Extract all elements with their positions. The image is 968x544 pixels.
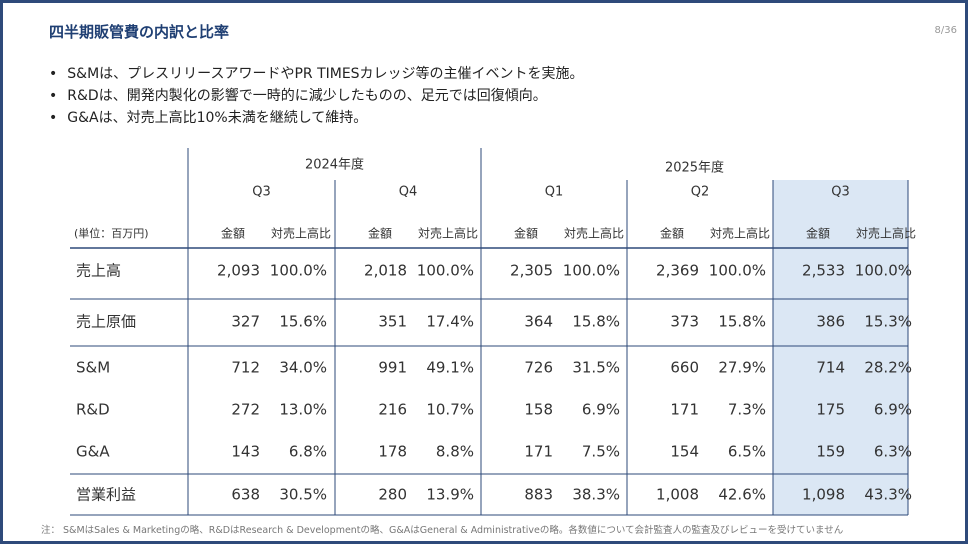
ratio: 10.7% — [426, 401, 474, 419]
ratio: 49.1% — [426, 359, 474, 377]
col-label: 金額 — [514, 226, 538, 241]
ratio: 100.0% — [709, 262, 766, 280]
ratio: 28.2% — [864, 359, 912, 377]
row-label: S&M — [76, 359, 110, 377]
bullet: G&Aは、対売上高比10%未満を継続して維持。 — [49, 107, 584, 129]
col-label: 金額 — [660, 226, 684, 241]
amount: 1,008 — [656, 486, 699, 504]
amount: 883 — [524, 486, 553, 504]
unit-label: (単位：百万円) — [74, 226, 149, 240]
ratio: 42.6% — [718, 486, 766, 504]
ratio: 13.0% — [279, 401, 327, 419]
amount: 712 — [231, 359, 260, 377]
amount: 638 — [231, 486, 260, 504]
quarter-header: Q3 — [252, 185, 271, 200]
ratio: 15.6% — [279, 313, 327, 331]
amount: 171 — [670, 401, 699, 419]
ratio: 6.9% — [874, 401, 912, 419]
amount: 2,305 — [510, 262, 553, 280]
amount: 991 — [378, 359, 407, 377]
ratio: 8.8% — [436, 443, 474, 461]
ratio: 100.0% — [417, 262, 474, 280]
col-label: 対売上高比 — [418, 226, 478, 241]
footnote: 注： S&MはSales & Marketingの略、R&DはResearch … — [41, 525, 844, 536]
amount: 660 — [670, 359, 699, 377]
ratio: 13.9% — [426, 486, 474, 504]
amount: 2,533 — [802, 262, 845, 280]
amount: 216 — [378, 401, 407, 419]
col-label: 対売上高比 — [856, 226, 916, 241]
quarter-header: Q2 — [691, 185, 710, 200]
ratio: 38.3% — [572, 486, 620, 504]
bullet: R&Dは、開発内製化の影響で一時的に減少したものの、足元では回復傾向。 — [49, 85, 584, 107]
ratio: 7.5% — [582, 443, 620, 461]
amount: 171 — [524, 443, 553, 461]
bullet: S&Mは、プレスリリースアワードやPR TIMESカレッジ等の主催イベントを実施… — [49, 63, 583, 85]
col-label: 対売上高比 — [710, 226, 770, 241]
table: 2024年度 2025年度 Q3 金額 対売上高比 Q4 金額 対売上高比 Q1 金額 対売上高比 Q… — [70, 148, 916, 516]
amount: 178 — [378, 443, 407, 461]
quarter-header: Q3 — [831, 185, 850, 200]
amount: 272 — [231, 401, 260, 419]
quarter-header: Q4 — [399, 185, 418, 200]
col-label: 金額 — [221, 226, 245, 241]
row-label: 営業利益 — [76, 486, 136, 504]
row-label: R&D — [76, 401, 110, 419]
ratio: 30.5% — [279, 486, 327, 504]
row-label: 売上原価 — [76, 313, 136, 331]
quarter-header: Q1 — [545, 185, 564, 200]
amount: 143 — [231, 443, 260, 461]
title: 四半期販管費の内訳と比率 — [49, 23, 230, 41]
year-header: 2024年度 — [305, 157, 364, 173]
col-label: 対売上高比 — [271, 226, 331, 241]
ratio: 6.8% — [289, 443, 327, 461]
ratio: 43.3% — [864, 486, 912, 504]
highlight — [773, 180, 908, 515]
ratio: 15.8% — [718, 313, 766, 331]
amount: 364 — [524, 313, 553, 331]
row-label: G&A — [76, 443, 110, 461]
ratio: 27.9% — [718, 359, 766, 377]
amount: 714 — [816, 359, 845, 377]
col-label: 金額 — [806, 226, 830, 241]
amount: 2,093 — [217, 262, 260, 280]
ratio: 100.0% — [855, 262, 912, 280]
col-label: 金額 — [368, 226, 392, 241]
amount: 159 — [816, 443, 845, 461]
amount: 2,018 — [364, 262, 407, 280]
ratio: 6.3% — [874, 443, 912, 461]
ratio: 15.3% — [864, 313, 912, 331]
row-label: 売上高 — [76, 262, 121, 280]
ratio: 17.4% — [426, 313, 474, 331]
amount: 158 — [524, 401, 553, 419]
ratio: 100.0% — [270, 262, 327, 280]
col-label: 対売上高比 — [564, 226, 624, 241]
amount: 175 — [816, 401, 845, 419]
amount: 726 — [524, 359, 553, 377]
ratio: 31.5% — [572, 359, 620, 377]
bullet-list: S&Mは、プレスリリースアワードやPR TIMESカレッジ等の主催イベントを実施… — [49, 63, 584, 129]
amount: 386 — [816, 313, 845, 331]
amount: 280 — [378, 486, 407, 504]
ratio: 100.0% — [563, 262, 620, 280]
ratio: 15.8% — [572, 313, 620, 331]
amount: 154 — [670, 443, 699, 461]
ratio: 34.0% — [279, 359, 327, 377]
amount: 351 — [378, 313, 407, 331]
page-number: 8/36 — [934, 25, 957, 36]
year-header: 2025年度 — [665, 160, 724, 176]
ratio: 6.5% — [728, 443, 766, 461]
amount: 373 — [670, 313, 699, 331]
amount: 327 — [231, 313, 260, 331]
amount: 1,098 — [802, 486, 845, 504]
ratio: 7.3% — [728, 401, 766, 419]
amount: 2,369 — [656, 262, 699, 280]
ratio: 6.9% — [582, 401, 620, 419]
